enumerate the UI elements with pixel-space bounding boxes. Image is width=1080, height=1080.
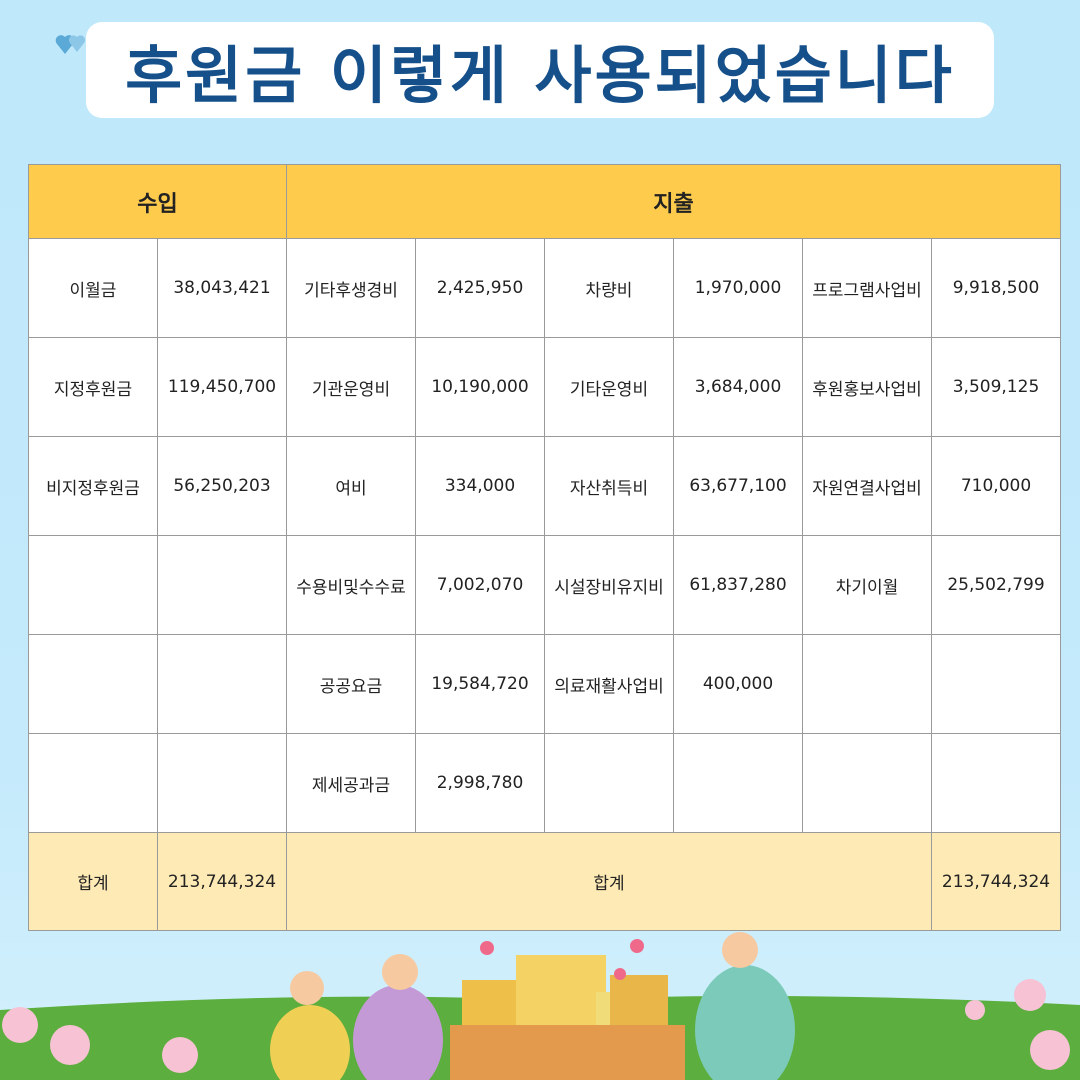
title-banner: 후원금 이렇게 사용되었습니다: [86, 22, 994, 118]
item-label: 제세공과금: [286, 733, 416, 833]
item-amount: [673, 733, 803, 833]
item-label: 기타후생경비: [286, 238, 416, 338]
item-amount: 3,509,125: [931, 337, 1061, 437]
item-label: 후원홍보사업비: [802, 337, 932, 437]
item-amount: 2,425,950: [415, 238, 545, 338]
table-row: 이월금 38,043,421 기타후생경비 2,425,950 차량비 1,970,000…: [28, 238, 1061, 338]
item-label: 비지정후원금: [28, 436, 158, 536]
item-label: 자산취득비: [544, 436, 674, 536]
total-row: 합계 213,744,324 합계 213,744,324: [28, 832, 1061, 931]
item-label: 기관운영비: [286, 337, 416, 437]
item-label: 의료재활사업비: [544, 634, 674, 734]
item-label: [28, 535, 158, 635]
table-row: 지정후원금 119,450,700 기관운영비 10,190,000 기타운영비 3,68…: [28, 337, 1061, 437]
item-label: 차기이월: [802, 535, 932, 635]
table-row: 비지정후원금 56,250,203 여비 334,000 자산취득비 63,677,100…: [28, 436, 1061, 536]
item-amount: 3,684,000: [673, 337, 803, 437]
budget-table: 수입 지출 이월금 38,043,421 기타후생경비 2,425,950 차량비 1,9…: [28, 164, 1061, 931]
item-amount: 1,970,000: [673, 238, 803, 338]
expense-total-label: 합계: [286, 832, 932, 931]
balloon-hearts: [480, 939, 644, 980]
item-label: 이월금: [28, 238, 158, 338]
item-label: 공공요금: [286, 634, 416, 734]
income-header: 수입: [28, 164, 287, 239]
income-total-value: 213,744,324: [157, 832, 287, 931]
item-amount: 61,837,280: [673, 535, 803, 635]
item-label: [802, 733, 932, 833]
item-label: 차량비: [544, 238, 674, 338]
flowers: [2, 979, 1070, 1073]
table-row: 수용비및수수료 7,002,070 시설장비유지비 61,837,280 차기이월 25,…: [28, 535, 1061, 635]
item-amount: 7,002,070: [415, 535, 545, 635]
item-label: [802, 634, 932, 734]
item-label: [28, 634, 158, 734]
expense-total-value: 213,744,324: [931, 832, 1061, 931]
item-amount: 9,918,500: [931, 238, 1061, 338]
item-amount: 710,000: [931, 436, 1061, 536]
person-yellow: [270, 971, 350, 1080]
item-amount: 334,000: [415, 436, 545, 536]
expense-header: 지출: [286, 164, 1061, 239]
item-amount: 38,043,421: [157, 238, 287, 338]
item-label: [28, 733, 158, 833]
item-label: 기타운영비: [544, 337, 674, 437]
item-amount: [157, 634, 287, 734]
item-label: 자원연결사업비: [802, 436, 932, 536]
person-purple: [353, 954, 443, 1080]
item-amount: 2,998,780: [415, 733, 545, 833]
page-title: 후원금 이렇게 사용되었습니다: [125, 39, 955, 112]
item-amount: 400,000: [673, 634, 803, 734]
item-label: [544, 733, 674, 833]
item-label: 프로그램사업비: [802, 238, 932, 338]
person-teal: [695, 932, 795, 1080]
table-row: 공공요금 19,584,720 의료재활사업비 400,000: [28, 634, 1061, 734]
item-label: 수용비및수수료: [286, 535, 416, 635]
item-amount: 25,502,799: [931, 535, 1061, 635]
item-label: 지정후원금: [28, 337, 158, 437]
item-amount: [157, 535, 287, 635]
hearts-icon: [55, 35, 86, 54]
item-amount: 63,677,100: [673, 436, 803, 536]
item-amount: 56,250,203: [157, 436, 287, 536]
item-amount: 19,584,720: [415, 634, 545, 734]
item-amount: [931, 634, 1061, 734]
donation-illustration: [0, 932, 1080, 1080]
item-amount: 10,190,000: [415, 337, 545, 437]
item-label: 여비: [286, 436, 416, 536]
table-header-row: 수입 지출: [28, 164, 1061, 239]
item-amount: [931, 733, 1061, 833]
table-row: 제세공과금 2,998,780: [28, 733, 1061, 833]
cart: [450, 955, 685, 1080]
item-amount: [157, 733, 287, 833]
item-amount: 119,450,700: [157, 337, 287, 437]
income-total-label: 합계: [28, 832, 158, 931]
item-label: 시설장비유지비: [544, 535, 674, 635]
